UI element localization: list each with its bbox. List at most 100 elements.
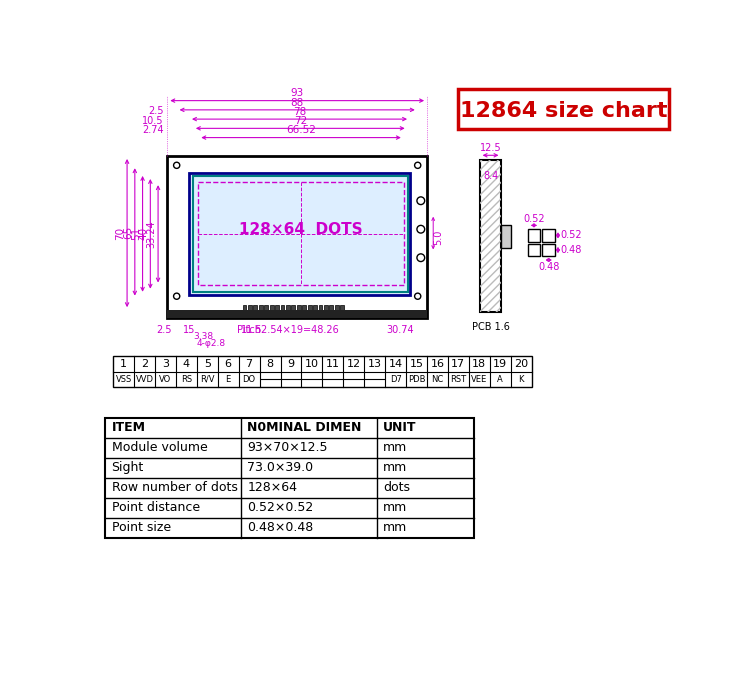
Text: 30.74: 30.74	[386, 325, 414, 335]
Bar	[270, 305, 274, 312]
Text: 12864 size chart: 12864 size chart	[460, 101, 668, 121]
Text: 0.48: 0.48	[560, 245, 582, 255]
Text: 78: 78	[293, 107, 306, 117]
Text: Point distance: Point distance	[112, 502, 200, 515]
Text: E: E	[226, 375, 231, 384]
Bar	[308, 305, 311, 312]
Text: Pitch2.54×19=48.26: Pitch2.54×19=48.26	[237, 325, 338, 335]
Text: 2: 2	[141, 359, 148, 369]
Bar	[458, 89, 669, 129]
Text: 17: 17	[452, 359, 466, 369]
Text: 73.0×39.0: 73.0×39.0	[248, 462, 314, 475]
Text: 51: 51	[131, 227, 141, 240]
Text: 2.5: 2.5	[148, 106, 164, 116]
Text: 11: 11	[326, 359, 340, 369]
Text: 0.48×0.48: 0.48×0.48	[248, 522, 314, 534]
Bar	[189, 173, 410, 294]
Text: 15: 15	[183, 325, 195, 335]
Bar	[254, 305, 257, 312]
Text: Row number of dots: Row number of dots	[112, 482, 238, 495]
Bar	[105, 418, 473, 538]
Bar	[193, 176, 408, 292]
Text: 10: 10	[305, 359, 319, 369]
Bar	[313, 305, 317, 312]
Bar	[242, 305, 247, 312]
Bar	[167, 156, 427, 318]
Text: 66.52: 66.52	[286, 125, 316, 135]
Text: dots: dots	[382, 482, 410, 495]
Text: 0.48: 0.48	[538, 262, 560, 272]
Text: RS: RS	[181, 375, 192, 384]
Text: 70: 70	[116, 227, 125, 240]
Bar	[319, 305, 322, 312]
Text: 65: 65	[123, 225, 134, 238]
Text: 18: 18	[472, 359, 486, 369]
Bar	[480, 160, 502, 312]
Text: PDB: PDB	[408, 375, 425, 384]
Text: 5.0: 5.0	[433, 229, 444, 245]
Text: RST: RST	[450, 375, 466, 384]
Text: 20: 20	[514, 359, 528, 369]
Text: 10.5: 10.5	[142, 115, 164, 126]
Bar	[480, 160, 502, 312]
Text: 11.5: 11.5	[241, 325, 262, 335]
Text: 40: 40	[139, 227, 148, 240]
Bar	[302, 305, 306, 312]
Text: 8: 8	[266, 359, 274, 369]
Text: 6: 6	[225, 359, 232, 369]
Text: 13: 13	[368, 359, 382, 369]
Text: A: A	[497, 375, 503, 384]
Bar	[286, 305, 290, 312]
Text: 1: 1	[120, 359, 127, 369]
Bar	[275, 305, 279, 312]
Bar	[324, 305, 328, 312]
Bar	[528, 229, 540, 242]
Text: D7: D7	[390, 375, 401, 384]
Text: VO: VO	[159, 375, 172, 384]
Text: 14: 14	[388, 359, 403, 369]
Text: Module volume: Module volume	[112, 442, 207, 455]
Bar	[259, 305, 262, 312]
Text: 3: 3	[162, 359, 169, 369]
Text: 4-φ2.8: 4-φ2.8	[196, 339, 225, 348]
Text: 16: 16	[430, 359, 445, 369]
Text: 9: 9	[287, 359, 295, 369]
Bar	[198, 182, 404, 285]
Text: 128×64  DOTS: 128×64 DOTS	[239, 222, 363, 237]
Text: 93: 93	[290, 88, 304, 98]
Text: DO: DO	[242, 375, 256, 384]
Text: UNIT: UNIT	[382, 422, 416, 435]
Bar	[340, 305, 344, 312]
Text: Sight: Sight	[112, 462, 144, 475]
Text: PCB 1.6: PCB 1.6	[472, 321, 509, 332]
Bar	[297, 305, 301, 312]
Bar	[167, 310, 427, 318]
Text: ITEM: ITEM	[112, 422, 146, 435]
Bar	[291, 305, 296, 312]
Text: mm: mm	[382, 462, 407, 475]
Text: 15: 15	[410, 359, 424, 369]
Bar	[528, 244, 540, 256]
Bar	[264, 305, 268, 312]
Bar	[542, 229, 555, 242]
Text: VVD: VVD	[136, 375, 154, 384]
Text: 8.4: 8.4	[483, 171, 498, 181]
Bar	[248, 305, 252, 312]
Text: 19: 19	[494, 359, 507, 369]
Text: 88: 88	[290, 97, 304, 108]
Text: 2.74: 2.74	[142, 125, 164, 135]
Text: 0.52×0.52: 0.52×0.52	[248, 502, 314, 515]
Text: 4: 4	[183, 359, 190, 369]
Bar	[542, 244, 555, 256]
Text: NC: NC	[431, 375, 443, 384]
Text: 5: 5	[204, 359, 211, 369]
Text: Point size: Point size	[112, 522, 171, 534]
Text: 33.24: 33.24	[146, 220, 157, 247]
Text: 72: 72	[294, 116, 307, 126]
Bar	[280, 305, 284, 312]
Text: 0.52: 0.52	[560, 230, 582, 240]
Text: R/V: R/V	[200, 375, 214, 384]
Bar	[334, 305, 339, 312]
Text: mm: mm	[382, 522, 407, 534]
Text: 93×70×12.5: 93×70×12.5	[248, 442, 328, 455]
